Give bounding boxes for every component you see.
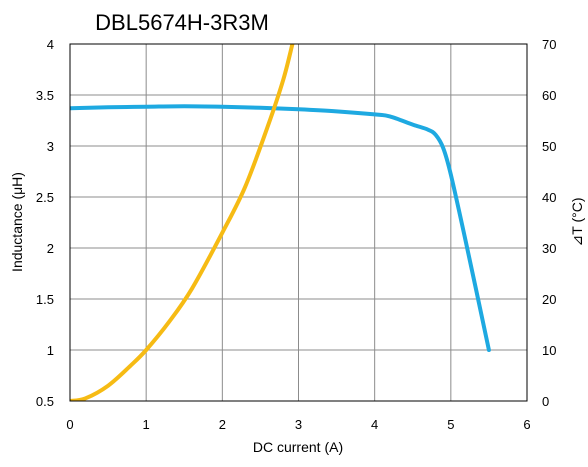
y-tick-label-right: 0 (542, 394, 549, 409)
series-layer (70, 44, 491, 401)
y-tick-label-right: 70 (542, 37, 556, 52)
y-tick-label-left: 1.5 (36, 292, 54, 307)
x-tick-label: 3 (295, 417, 302, 432)
y-tick-label-right: 20 (542, 292, 556, 307)
y-tick-label-left: 3.5 (36, 88, 54, 103)
grid (69, 43, 528, 402)
y-tick-label-right: 10 (542, 343, 556, 358)
y-tick-label-left: 1 (47, 343, 54, 358)
x-tick-label: 4 (371, 417, 378, 432)
series-line-temperature-rise (70, 44, 295, 401)
x-tick-label: 2 (219, 417, 226, 432)
chart-title: DBL5674H-3R3M (95, 10, 269, 35)
y-tick-label-right: 30 (542, 241, 556, 256)
y-tick-label-left: 3 (47, 139, 54, 154)
y-tick-label-left: 2 (47, 241, 54, 256)
y-axis-label-right: ⊿T (°C) (569, 198, 585, 247)
plot-frame (69, 43, 528, 402)
y-tick-label-left: 0.5 (36, 394, 54, 409)
x-tick-label: 1 (143, 417, 150, 432)
y-axis-label-left: Inductance (μH) (9, 172, 25, 272)
y-tick-label-right: 40 (542, 190, 556, 205)
y-tick-label-left: 2.5 (36, 190, 54, 205)
x-tick-label: 5 (447, 417, 454, 432)
y-tick-label-right: 60 (542, 88, 556, 103)
y-tick-label-right: 50 (542, 139, 556, 154)
x-tick-label: 0 (66, 417, 73, 432)
x-tick-label: 6 (523, 417, 530, 432)
y-tick-label-left: 4 (47, 37, 54, 52)
x-axis-label: DC current (A) (253, 439, 343, 455)
series-line-inductance (70, 104, 491, 352)
